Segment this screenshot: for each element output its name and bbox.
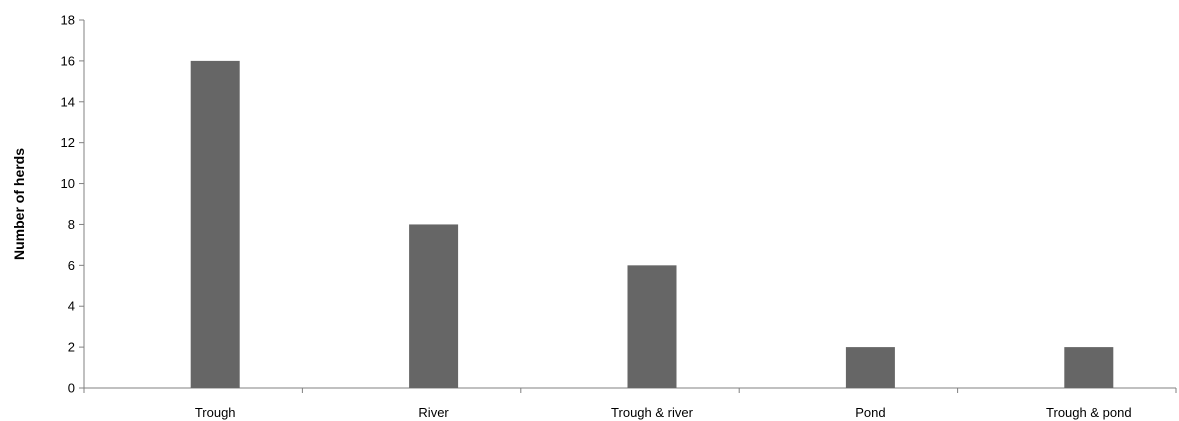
- y-tick-label: 4: [68, 299, 75, 314]
- y-axis-ticks: 0 2 4 6 8 10 12 14 16 18: [61, 13, 84, 396]
- bar-trough-pond: [1064, 347, 1114, 388]
- bar-river: [409, 224, 459, 388]
- chart-bars: [190, 60, 1114, 389]
- x-tick-label: Trough & pond: [1046, 405, 1132, 420]
- x-tick-label: Trough & river: [611, 405, 694, 420]
- y-tick-label: 18: [61, 13, 75, 28]
- x-tick-label: River: [418, 405, 449, 420]
- y-tick-label: 6: [68, 258, 75, 273]
- x-axis-ticks: Trough River Trough & river Pond Trough & po…: [83, 388, 1177, 420]
- y-axis-title: Number of herds: [11, 148, 27, 260]
- x-tick-label: Pond: [855, 405, 885, 420]
- bar-trough-river: [627, 265, 677, 388]
- y-tick-label: 14: [61, 94, 75, 109]
- bar-trough: [190, 60, 240, 389]
- y-tick-label: 8: [68, 217, 75, 232]
- x-tick-label: Trough: [195, 405, 236, 420]
- y-tick-label: 0: [68, 381, 75, 396]
- y-tick-label: 10: [61, 176, 75, 191]
- y-tick-label: 2: [68, 340, 75, 355]
- y-tick-label: 12: [61, 135, 75, 150]
- y-tick-label: 16: [61, 53, 75, 68]
- bar-pond: [845, 347, 895, 388]
